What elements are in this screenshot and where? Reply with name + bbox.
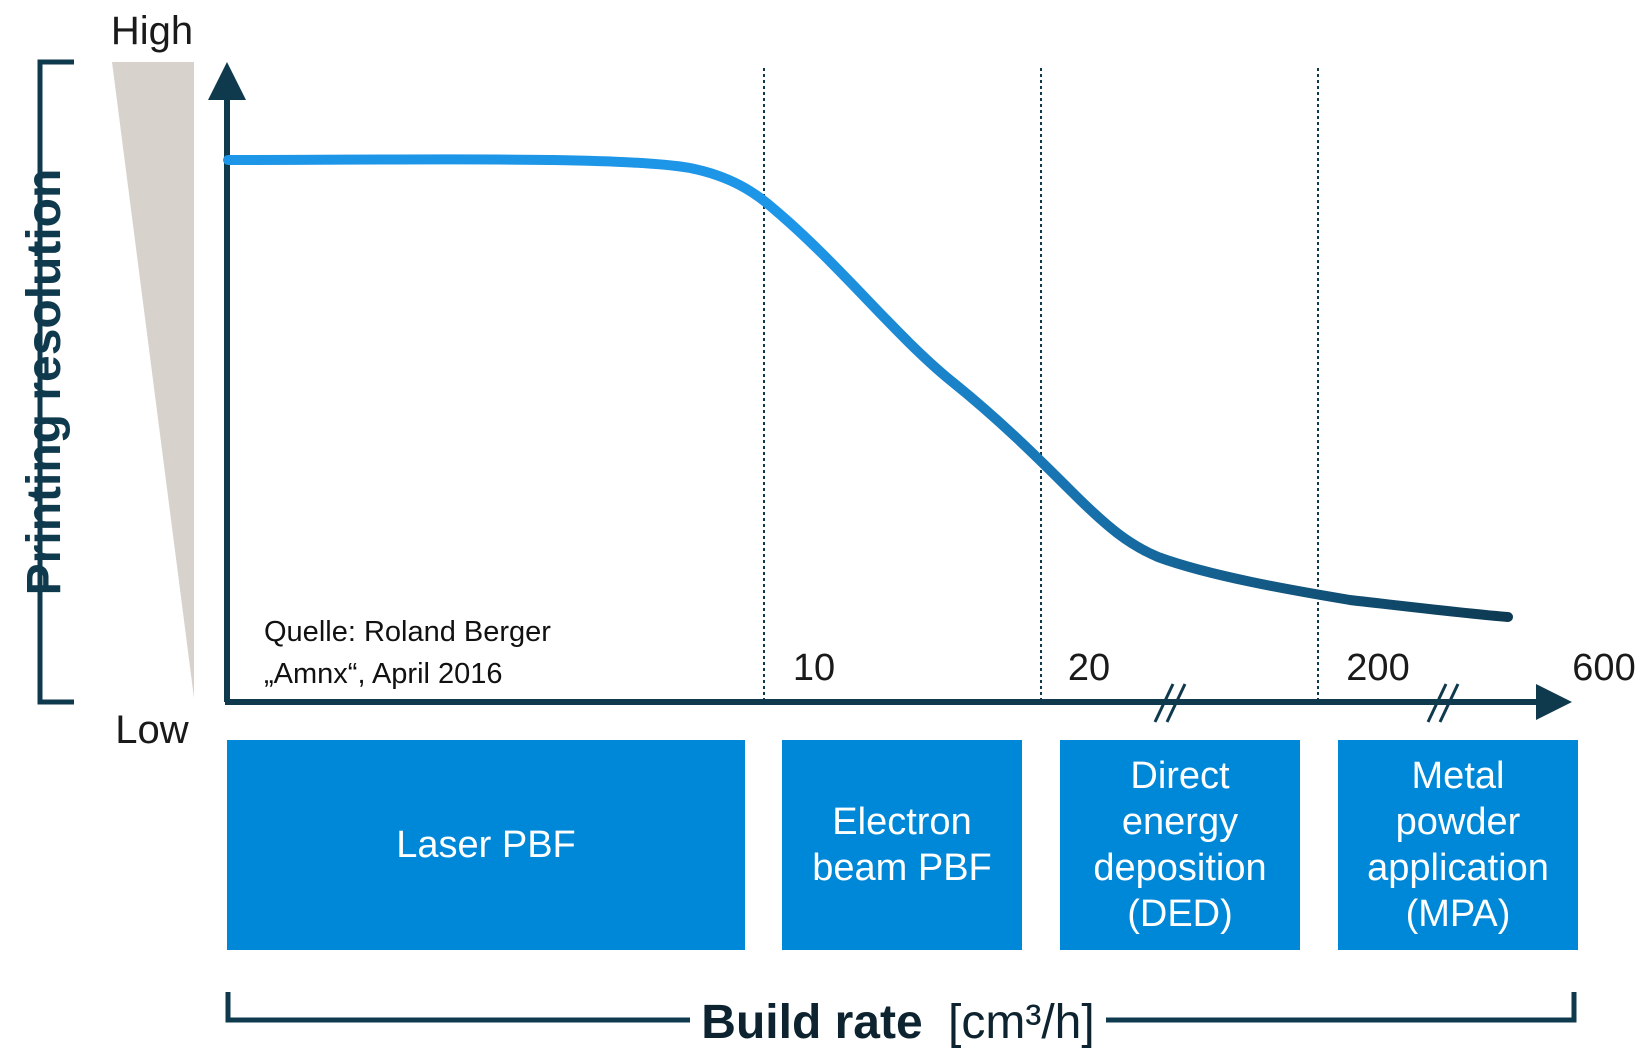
source-note: Quelle: Roland Berger „Amnx“, April 2016 bbox=[264, 616, 551, 690]
x-axis-break-marks bbox=[1153, 683, 1460, 723]
x-axis-tick-labels: 10 20 200 600 bbox=[793, 647, 1636, 689]
region-dividers bbox=[763, 68, 1319, 700]
x-tick-label: 200 bbox=[1346, 647, 1409, 689]
axis-break-mark-1 bbox=[1153, 683, 1187, 723]
y-axis-arrowhead bbox=[208, 62, 246, 100]
axis-break-mark-2 bbox=[1426, 683, 1460, 723]
y-axis-title: Printing resolution bbox=[18, 169, 71, 596]
category-box-mpa: Metal powder application (MPA) bbox=[1338, 740, 1578, 950]
x-axis-title-bold: Build rate bbox=[701, 996, 922, 1049]
y-axis-bracket bbox=[37, 59, 74, 705]
resolution-scale-wedge bbox=[112, 62, 194, 698]
high-label: High bbox=[111, 9, 193, 53]
x-axis-title: Build rate [cm³/h] bbox=[701, 996, 1094, 1049]
category-box-ded: Direct energy deposition (DED) bbox=[1060, 740, 1300, 950]
x-tick-label: 20 bbox=[1068, 647, 1110, 689]
x-axis-title-bracket bbox=[225, 992, 1577, 1023]
x-tick-label: 10 bbox=[793, 647, 835, 689]
low-label: Low bbox=[115, 708, 188, 752]
x-tick-label: 600 bbox=[1572, 647, 1635, 689]
category-box-electron-beam-pbf: Electron beam PBF bbox=[782, 740, 1022, 950]
resolution-curve bbox=[223, 154, 1513, 622]
x-axis-title-unit: [cm³/h] bbox=[948, 996, 1095, 1049]
category-box-laser-pbf: Laser PBF bbox=[227, 740, 745, 950]
x-axis-arrowhead bbox=[1536, 684, 1572, 720]
